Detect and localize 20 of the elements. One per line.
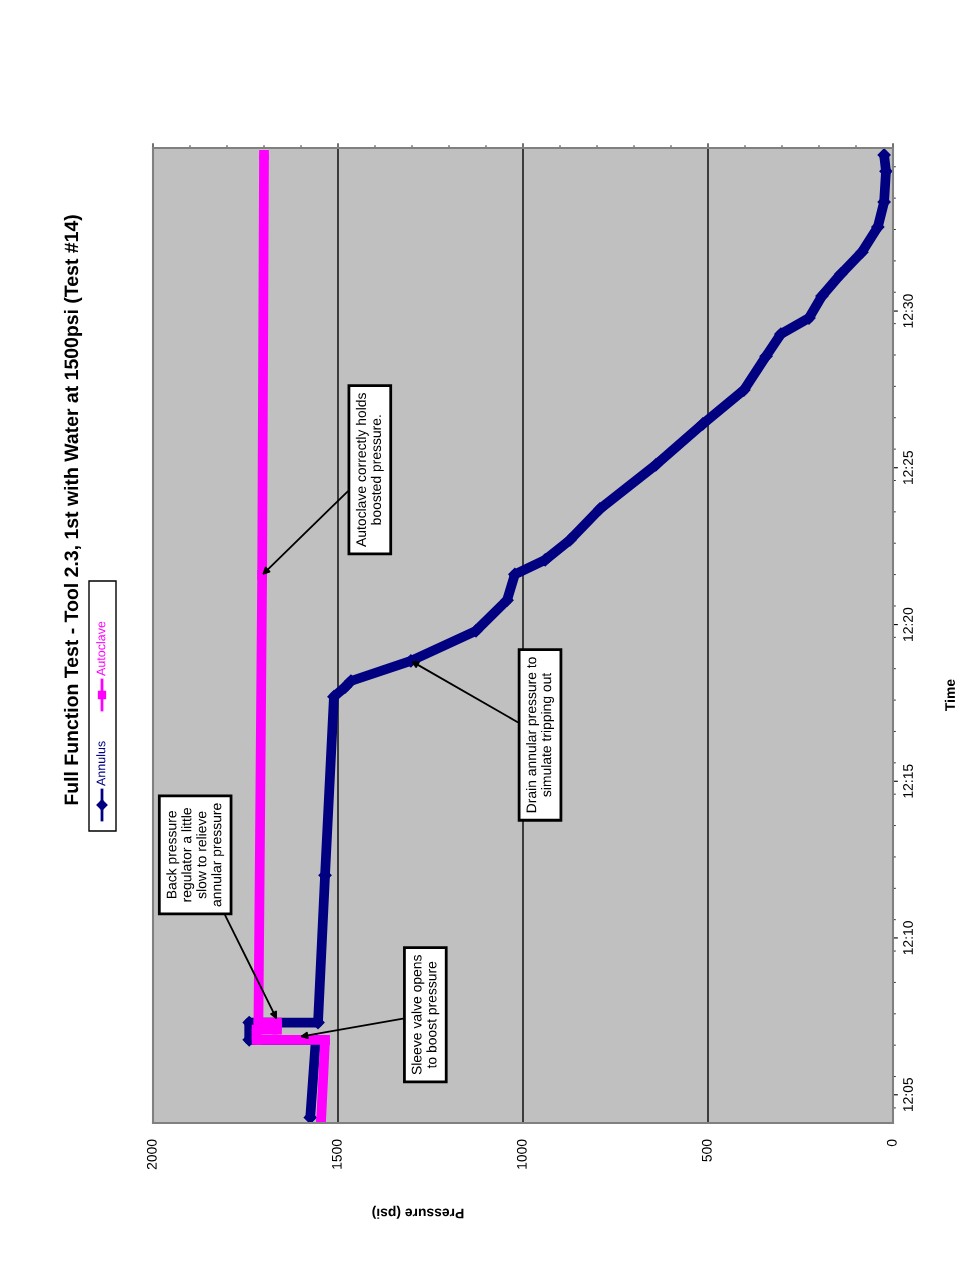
annotation: Sleeve valve opens to boost pressure [411,955,440,1075]
x-tick-label: 500 [701,1139,712,1162]
x-tick-label: 1000 [516,1139,527,1169]
y-tick-label: 12:25 [903,450,913,485]
text: Autoclave [96,621,106,676]
y-tick-label: 12:15 [903,764,913,798]
x-tick-label: 0 [886,1139,897,1147]
x-tick-label: 1500 [331,1139,342,1169]
y-tick-label: 12:10 [903,921,913,955]
annotation: Autoclave correctly holds boosted pressure. [355,393,384,547]
x-axis-title: Pressure (psi) [372,1205,464,1219]
y-tick-label: 12:20 [903,607,913,641]
x-tick-label: 2000 [146,1139,157,1170]
y-axis-title: Time [944,679,955,711]
text: Annulus [96,741,106,786]
annotation: Drain annular pressure to simulate tripping out [526,657,554,813]
y-tick-label: 12:30 [903,294,913,328]
text: Full Function Test - Tool 2.3, 1st with Water at 1500psi (Test #14) [63,215,83,805]
annotation: Back pressure regulator a little slow to relieve annular pressure [166,803,225,907]
y-tick-label: 12:05 [903,1077,913,1112]
